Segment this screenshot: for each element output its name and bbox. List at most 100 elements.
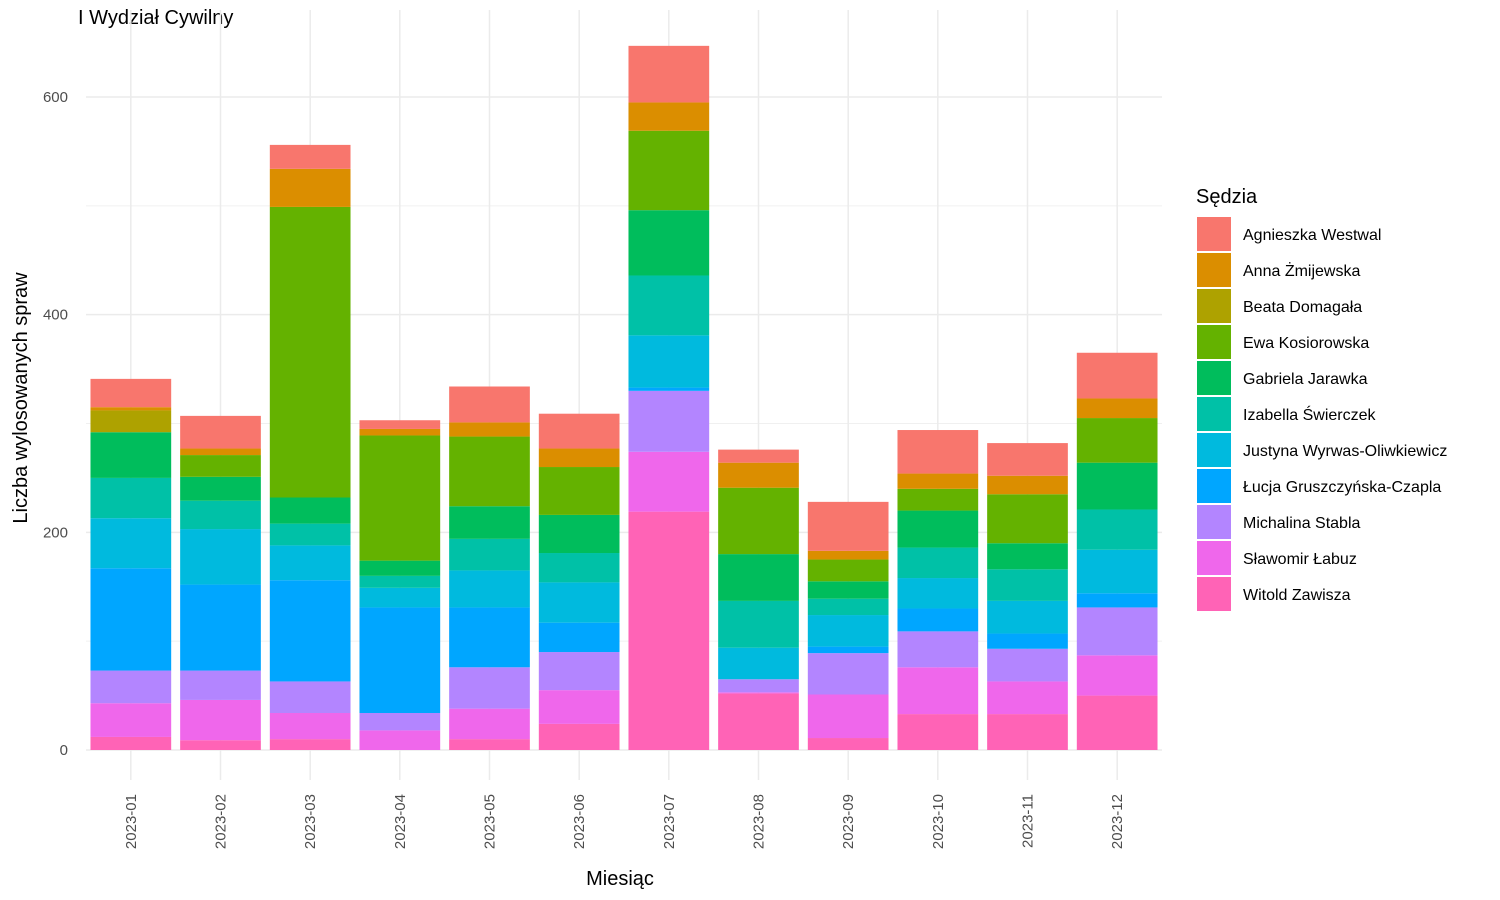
bar-segment xyxy=(359,730,441,750)
bar-segment xyxy=(538,690,620,724)
bar-segment xyxy=(628,210,710,276)
bar-segment xyxy=(538,514,620,554)
bar-segment xyxy=(897,608,979,632)
x-tick-label: 2023-08 xyxy=(751,794,768,849)
bar-segment xyxy=(1076,655,1158,696)
legend-swatch xyxy=(1197,433,1231,467)
bar-segment xyxy=(1076,352,1158,399)
bar-segment xyxy=(718,693,799,750)
bar-segment xyxy=(897,510,979,548)
bar-segment xyxy=(180,415,261,449)
bar-segment xyxy=(449,436,530,507)
bar-segment xyxy=(269,580,351,682)
legend-swatch xyxy=(1197,253,1231,287)
bar-segment xyxy=(1076,607,1158,656)
bar-segment xyxy=(180,500,261,530)
legend-label: Sławomir Łabuz xyxy=(1243,551,1357,568)
bar-segment xyxy=(987,475,1068,495)
bar-segment xyxy=(90,410,172,433)
bar-segment xyxy=(718,679,799,693)
bar-segment xyxy=(90,703,172,737)
legend-swatch xyxy=(1197,361,1231,395)
bar-segment xyxy=(359,420,441,429)
bar-segment xyxy=(449,607,530,668)
bar-segment xyxy=(449,708,530,740)
x-tick-label: 2023-07 xyxy=(661,794,678,849)
legend-swatch xyxy=(1197,577,1231,611)
bar-segment xyxy=(718,554,799,601)
bar-segment xyxy=(359,575,441,588)
y-axis-title: Liczba wylosowanych spraw xyxy=(10,272,32,524)
legend-label: Agnieszka Westwal xyxy=(1243,227,1381,244)
legend-title: Sędzia xyxy=(1196,186,1258,208)
bar-segment xyxy=(90,378,172,408)
bar-segment xyxy=(718,692,799,694)
bar-segment xyxy=(807,738,889,750)
bar-segment xyxy=(718,487,799,555)
legend-label: Beata Domagała xyxy=(1243,299,1362,316)
bar-segment xyxy=(807,598,889,616)
legend-label: Justyna Wyrwas-Oliwkiewicz xyxy=(1243,443,1447,460)
bar-segment xyxy=(90,736,172,750)
bar-segment xyxy=(449,667,530,709)
bar-segment xyxy=(269,168,351,207)
bar-segment xyxy=(538,652,620,691)
legend: Sędzia Agnieszka Westwal Anna Żmijewska Be… xyxy=(1196,186,1447,611)
x-tick-label: 2023-12 xyxy=(1109,794,1126,849)
bar-segment xyxy=(897,714,979,750)
legend-label: Anna Żmijewska xyxy=(1243,261,1360,280)
bar-segment xyxy=(359,560,441,576)
bar-segment xyxy=(90,477,172,519)
bar-segment xyxy=(538,448,620,468)
bar-segment xyxy=(359,607,441,713)
bar-segment xyxy=(807,694,889,739)
bar-segment xyxy=(897,430,979,474)
bar-segment xyxy=(628,45,710,103)
bar-segment xyxy=(987,543,1068,570)
bar-segment xyxy=(90,670,172,704)
bar-segment xyxy=(987,600,1068,634)
bar-segment xyxy=(359,712,441,731)
x-tick-label: 2023-06 xyxy=(571,794,588,849)
bar-segment xyxy=(987,494,1068,544)
bar-segment xyxy=(538,582,620,623)
legend-label: Łucja Gruszczyńska-Czapla xyxy=(1243,479,1441,496)
bar-segment xyxy=(718,462,799,488)
bar-segment xyxy=(180,584,261,671)
bar-segment xyxy=(1076,398,1158,419)
bar-segment xyxy=(897,473,979,489)
bar-segment xyxy=(1076,695,1158,750)
bar-segment xyxy=(1076,549,1158,594)
bar-segment xyxy=(628,387,710,391)
bar-segment xyxy=(359,428,441,436)
bar-segment xyxy=(718,449,799,463)
legend-label: Gabriela Jarawka xyxy=(1243,371,1368,388)
y-tick-label: 600 xyxy=(43,89,68,106)
bar-segment xyxy=(987,633,1068,649)
bar-segment xyxy=(359,435,441,561)
bar-segment xyxy=(180,529,261,585)
legend-swatch xyxy=(1197,289,1231,323)
bar-segment xyxy=(269,739,351,750)
bar-segment xyxy=(449,538,530,571)
bar-segment xyxy=(538,622,620,653)
y-axis-ticks: 0 200 400 600 xyxy=(43,89,68,759)
bar-segment xyxy=(90,568,172,671)
bar-segment xyxy=(90,432,172,478)
bar-segment xyxy=(269,545,351,581)
x-tick-label: 2023-03 xyxy=(302,794,319,849)
bar-segment xyxy=(1076,509,1158,550)
bar-segment xyxy=(538,553,620,583)
bar-segment xyxy=(718,647,799,680)
bar-segment xyxy=(538,413,620,449)
bar-segment xyxy=(90,407,172,411)
bar-segment xyxy=(628,511,710,750)
bar-segment xyxy=(987,569,1068,601)
legend-label: Witold Zawisza xyxy=(1243,587,1351,604)
legend-label: Izabella Świerczek xyxy=(1243,405,1377,424)
bar-segment xyxy=(180,476,261,501)
bar-segment xyxy=(807,550,889,560)
y-tick-label: 400 xyxy=(43,307,68,324)
bar-segment xyxy=(628,390,710,452)
